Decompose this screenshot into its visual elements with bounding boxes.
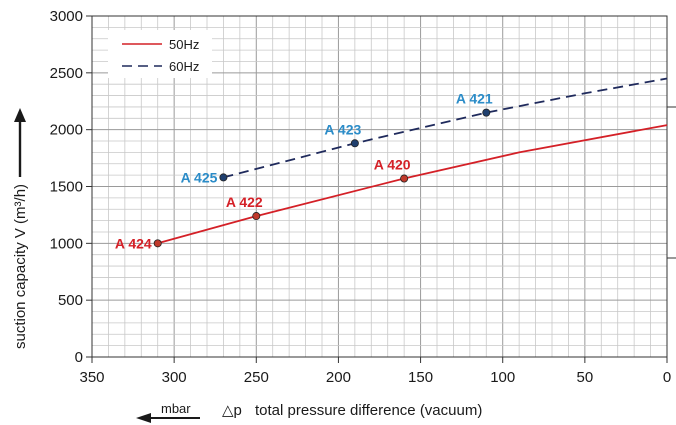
x-tick-label: 250: [244, 369, 269, 386]
y-tick-label: 500: [58, 292, 83, 309]
data-point-label: A 423: [324, 121, 361, 137]
y-axis-ticks: 0 500 1000 1500 2000 2500 3000: [50, 8, 92, 366]
y-tick-label: 1000: [50, 235, 83, 252]
data-point-label: A 420: [374, 157, 411, 173]
y-tick-label: 3000: [50, 8, 83, 25]
data-point-marker: [482, 108, 491, 117]
x-tick-label: 150: [408, 369, 433, 386]
x-axis-title-group: mbar △p total pressure difference (vacuu…: [136, 401, 482, 423]
x-tick-label: 350: [79, 369, 104, 386]
legend-box: [108, 30, 212, 78]
x-unit-label: mbar: [161, 401, 191, 416]
data-points: A 424 A 422 A 420 A 425 A 423 A 421: [115, 91, 493, 252]
x-axis-ticks: 350 300 250 200 150 100 50 0: [79, 357, 671, 386]
y-tick-label: 0: [75, 349, 83, 366]
x-tick-label: 300: [162, 369, 187, 386]
legend-label-60hz: 60Hz: [169, 59, 199, 74]
x-axis-arrow-head: [136, 413, 151, 423]
y-axis-title-group: suction capacity V (m³/h): [12, 108, 29, 349]
y-axis-arrow-head: [14, 108, 26, 122]
x-tick-label: 50: [577, 369, 594, 386]
x-axis-symbol: △p: [222, 402, 242, 419]
data-point-marker: [153, 239, 162, 248]
data-point-marker: [252, 212, 261, 221]
y-tick-label: 2500: [50, 65, 83, 82]
x-tick-label: 100: [490, 369, 515, 386]
legend-label-50hz: 50Hz: [169, 37, 199, 52]
data-point-marker: [400, 174, 409, 183]
data-point-label: A 424: [115, 235, 152, 251]
y-tick-label: 2000: [50, 122, 83, 139]
data-point-label: A 425: [181, 169, 218, 185]
y-tick-label: 1500: [50, 179, 83, 196]
x-tick-label: 0: [663, 369, 671, 386]
data-point-marker: [350, 139, 359, 148]
data-point-label: A 422: [226, 194, 263, 210]
legend: 50Hz 60Hz: [108, 30, 212, 78]
x-axis-title: total pressure difference (vacuum): [255, 402, 482, 419]
data-point-label: A 421: [456, 91, 493, 107]
y-axis-title: suction capacity V (m³/h): [12, 184, 29, 349]
data-point-marker: [219, 173, 228, 182]
x-tick-label: 200: [326, 369, 351, 386]
